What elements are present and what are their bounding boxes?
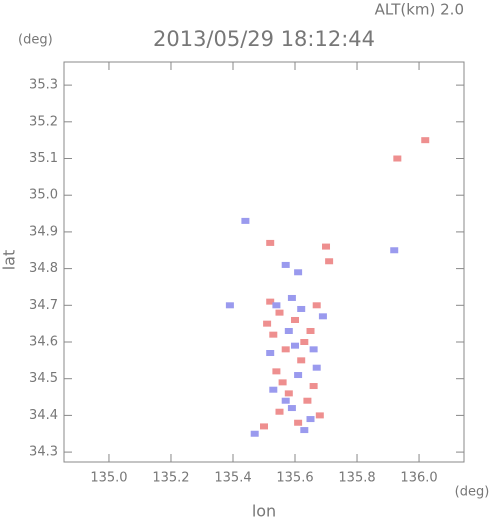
point bbox=[272, 368, 281, 375]
point bbox=[287, 405, 296, 412]
point bbox=[303, 397, 312, 404]
point bbox=[287, 294, 296, 301]
point bbox=[300, 427, 309, 434]
y-tick-label: 34.5 bbox=[29, 371, 58, 386]
point bbox=[225, 302, 234, 309]
point bbox=[294, 419, 303, 426]
point bbox=[318, 313, 327, 320]
point bbox=[294, 269, 303, 276]
point bbox=[281, 397, 290, 404]
point bbox=[269, 386, 278, 393]
x-tick-label: 135.8 bbox=[338, 471, 375, 486]
point bbox=[263, 320, 272, 327]
point bbox=[275, 309, 284, 316]
x-tick-label: 135.0 bbox=[90, 471, 127, 486]
point bbox=[269, 331, 278, 338]
y-tick-label: 35.1 bbox=[29, 151, 58, 166]
x-tick-label: 136.0 bbox=[400, 471, 437, 486]
y-tick-label: 34.3 bbox=[29, 445, 58, 460]
point bbox=[325, 258, 334, 265]
y-tick-label: 34.9 bbox=[29, 224, 58, 239]
point bbox=[284, 390, 293, 397]
point bbox=[421, 137, 430, 144]
point bbox=[297, 357, 306, 364]
y-tick-label: 34.7 bbox=[29, 298, 58, 313]
plot-frame bbox=[63, 61, 465, 463]
point bbox=[390, 247, 399, 254]
x-tick-label: 135.2 bbox=[152, 471, 189, 486]
point bbox=[291, 342, 300, 349]
y-tick-label: 34.4 bbox=[29, 408, 58, 423]
point bbox=[275, 408, 284, 415]
y-unit: (deg) bbox=[18, 33, 53, 48]
point bbox=[266, 239, 275, 246]
point bbox=[272, 302, 281, 309]
y-tick-label: 35.0 bbox=[29, 188, 58, 203]
point bbox=[266, 350, 275, 357]
point bbox=[300, 339, 309, 345]
point bbox=[309, 346, 318, 353]
point bbox=[281, 261, 290, 268]
point bbox=[291, 316, 300, 323]
x-unit: (deg) bbox=[455, 485, 490, 500]
point bbox=[294, 372, 303, 379]
chart-title: 2013/05/29 18:12:44 bbox=[153, 27, 375, 51]
y-tick-label: 34.8 bbox=[29, 261, 58, 276]
x-label: lon bbox=[252, 502, 276, 521]
subtitle: ALT(km) 2.0 bbox=[375, 1, 464, 19]
point bbox=[306, 416, 315, 423]
x-tick-label: 135.4 bbox=[214, 471, 251, 486]
point bbox=[241, 217, 250, 224]
point bbox=[284, 327, 293, 334]
point bbox=[312, 364, 321, 371]
y-label: lat bbox=[0, 250, 19, 271]
point bbox=[393, 155, 402, 162]
y-tick-label: 35.3 bbox=[29, 78, 58, 93]
y-tick-label: 34.6 bbox=[29, 335, 58, 350]
point bbox=[309, 383, 318, 390]
point bbox=[260, 423, 268, 430]
point bbox=[250, 430, 259, 437]
point bbox=[312, 302, 321, 309]
point bbox=[306, 327, 315, 334]
point bbox=[315, 412, 324, 419]
x-tick-label: 135.6 bbox=[276, 471, 313, 486]
point bbox=[322, 243, 331, 250]
point bbox=[278, 379, 287, 386]
y-tick-label: 35.2 bbox=[29, 114, 58, 129]
point bbox=[281, 346, 290, 353]
point bbox=[297, 305, 306, 312]
point bbox=[266, 298, 275, 305]
